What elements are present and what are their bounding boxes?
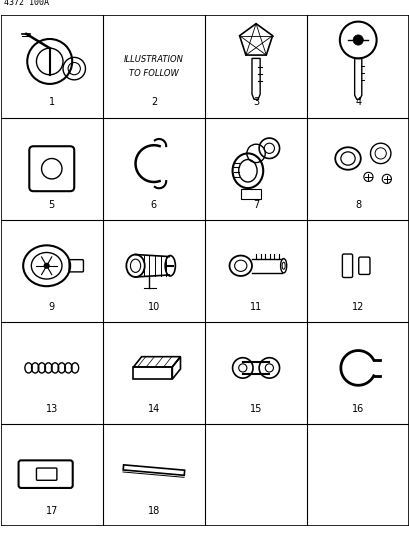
Text: 12: 12 xyxy=(351,302,364,312)
Circle shape xyxy=(43,263,49,269)
Text: 10: 10 xyxy=(147,302,160,312)
Text: TO FOLLOW: TO FOLLOW xyxy=(129,69,178,78)
Text: 6: 6 xyxy=(151,199,157,209)
Text: 14: 14 xyxy=(147,404,160,414)
Text: 16: 16 xyxy=(351,404,364,414)
Text: 18: 18 xyxy=(147,506,160,516)
Text: 7: 7 xyxy=(252,199,258,209)
Text: ILLUSTRATION: ILLUSTRATION xyxy=(124,55,183,64)
Text: 3: 3 xyxy=(252,98,258,108)
Text: 17: 17 xyxy=(45,506,58,516)
Text: 15: 15 xyxy=(249,404,262,414)
Text: 13: 13 xyxy=(45,404,58,414)
Text: 1: 1 xyxy=(49,98,55,108)
Circle shape xyxy=(238,364,246,372)
Text: 4372 100A: 4372 100A xyxy=(4,0,49,7)
Text: 2: 2 xyxy=(151,98,157,108)
Circle shape xyxy=(352,35,362,45)
Text: 5: 5 xyxy=(49,199,55,209)
Circle shape xyxy=(265,364,273,372)
Text: 4: 4 xyxy=(354,98,360,108)
Text: 11: 11 xyxy=(249,302,262,312)
Text: 9: 9 xyxy=(49,302,55,312)
Text: 8: 8 xyxy=(354,199,360,209)
